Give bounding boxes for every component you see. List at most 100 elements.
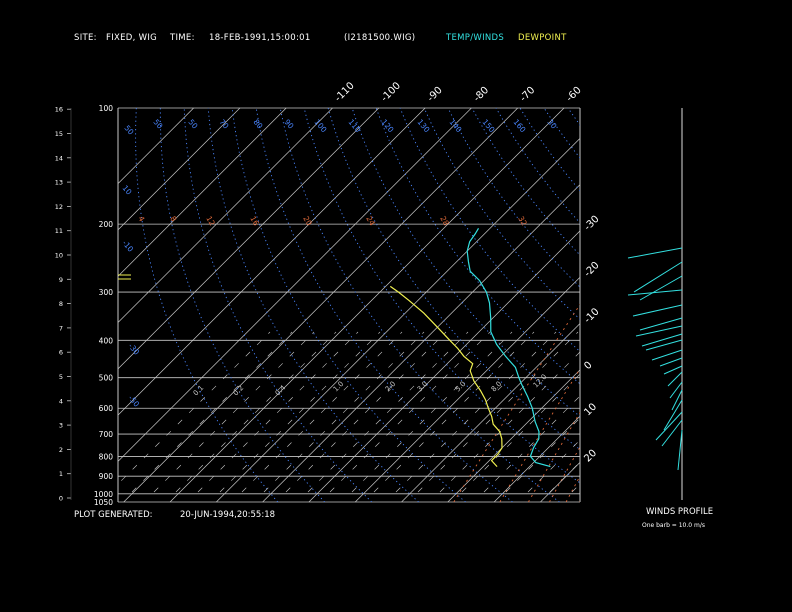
dry-adiabat-label: 50 bbox=[151, 118, 164, 131]
isotherm--130 bbox=[117, 107, 241, 231]
wet-adiabat-line bbox=[527, 439, 580, 493]
top-temp-label: -100 bbox=[379, 80, 403, 104]
dry-adiabat-label: 30 bbox=[545, 118, 558, 131]
mixing-ratio-lines bbox=[453, 224, 748, 502]
wet-adiabat-label: 1.0 bbox=[332, 380, 346, 394]
dry-adiabat-label: 160 bbox=[511, 118, 527, 135]
pressure-label-100: 100 bbox=[99, 104, 114, 113]
mixing-ratio-label: 12 bbox=[204, 215, 217, 228]
wind-barb bbox=[641, 333, 683, 347]
wind-barb bbox=[627, 247, 683, 259]
mixing-ratio-line bbox=[579, 500, 580, 502]
dry-adiabat bbox=[207, 108, 419, 502]
dry-adiabat-label: -10 bbox=[120, 239, 135, 254]
height-label-16: 16 bbox=[55, 106, 63, 114]
dry-adiabat bbox=[279, 108, 560, 502]
legend-temp: TEMP/WINDS bbox=[446, 33, 505, 43]
mixing-ratio-label: 32 bbox=[516, 215, 529, 228]
isotherm--70 bbox=[123, 107, 518, 503]
dry-adiabat bbox=[495, 108, 580, 224]
wet-adiabat-line bbox=[197, 331, 359, 493]
pressure-label-900: 900 bbox=[99, 472, 114, 481]
wet-adiabat-line bbox=[395, 331, 557, 493]
pressure-label-700: 700 bbox=[99, 430, 114, 439]
height-label-3: 3 bbox=[59, 422, 63, 430]
top-temp-label: -60 bbox=[564, 85, 583, 104]
right-temp-label: 20 bbox=[582, 448, 599, 465]
wind-barb bbox=[671, 389, 683, 411]
isotherm--60 bbox=[169, 107, 565, 503]
pressure-label-800: 800 bbox=[99, 452, 114, 461]
top-temp-label: -70 bbox=[518, 85, 537, 104]
height-label-10: 10 bbox=[55, 252, 63, 260]
mixing-ratio-label: 16 bbox=[248, 215, 261, 228]
barb-note: One barb = 10.0 m/s bbox=[642, 522, 705, 529]
dry-adiabat bbox=[159, 108, 326, 502]
mixing-ratio-line bbox=[528, 411, 580, 502]
isotherm--90 bbox=[117, 107, 426, 416]
wind-barb bbox=[633, 261, 683, 293]
dry-adiabat-label: -30 bbox=[126, 342, 141, 357]
dry-adiabat bbox=[231, 108, 466, 502]
dry-adiabat bbox=[351, 108, 580, 418]
wind-barb bbox=[663, 399, 683, 431]
dry-adiabat bbox=[543, 108, 580, 159]
isotherm--120 bbox=[117, 107, 287, 277]
grid-layer bbox=[117, 107, 581, 503]
top-temp-label: -110 bbox=[333, 80, 357, 104]
dry-adiabat bbox=[712, 108, 792, 502]
wet-adiabat-line bbox=[219, 331, 381, 493]
wind-barb bbox=[632, 304, 683, 317]
height-label-6: 6 bbox=[59, 349, 63, 357]
isotherm-10 bbox=[493, 415, 581, 503]
mixing-ratio-label: 4 bbox=[136, 215, 146, 224]
wind-barb bbox=[645, 339, 683, 351]
dry-adiabat bbox=[592, 108, 792, 502]
dry-adiabat-label: 80 bbox=[251, 118, 264, 131]
height-label-11: 11 bbox=[55, 227, 63, 235]
site-value: FIXED, WIG bbox=[106, 33, 158, 43]
mixing-ratio-label: 28 bbox=[438, 215, 451, 228]
mixing-ratio-line bbox=[453, 303, 580, 502]
isotherm-0 bbox=[447, 369, 581, 503]
top-temp-label: -80 bbox=[472, 85, 491, 104]
wind-barb bbox=[661, 419, 683, 447]
mixing-ratio-label: 24 bbox=[364, 215, 377, 228]
wind-barb bbox=[635, 325, 683, 337]
height-label-12: 12 bbox=[55, 203, 63, 211]
wind-barb bbox=[667, 371, 683, 387]
pressure-label-1000: 1000 bbox=[94, 490, 113, 499]
dry-adiabat bbox=[303, 108, 580, 484]
time-value: 18-FEB-1991,15:00:01 bbox=[209, 33, 311, 43]
wind-barb bbox=[639, 275, 683, 301]
wet-adiabat-line bbox=[175, 331, 337, 493]
dry-adiabat bbox=[135, 108, 279, 502]
dry-adiabat bbox=[640, 108, 792, 502]
wet-adiabat-label: 0.4 bbox=[274, 383, 288, 397]
dry-adiabat bbox=[423, 108, 580, 320]
dry-adiabats bbox=[135, 108, 792, 502]
dry-adiabat bbox=[327, 108, 580, 451]
dry-adiabat-label: 110 bbox=[346, 118, 362, 135]
winds-profile-title: WINDS PROFILE bbox=[646, 507, 714, 517]
right-temp-label: -30 bbox=[582, 214, 601, 233]
wet-adiabat-line bbox=[417, 331, 579, 493]
wet-adiabat-line bbox=[118, 331, 271, 485]
wet-adiabat-line bbox=[263, 331, 425, 493]
mixing-ratio-label: 20 bbox=[301, 215, 314, 228]
pressure-label-1050: 1050 bbox=[94, 498, 113, 507]
wet-adiabat-line bbox=[439, 351, 580, 493]
site-label: SITE: bbox=[74, 33, 97, 43]
wind-barb bbox=[627, 289, 683, 296]
legend-dew: DEWPOINT bbox=[518, 33, 567, 43]
wet-adiabat-line bbox=[594, 332, 754, 492]
wind-barb bbox=[663, 365, 683, 375]
right-temp-label: -20 bbox=[582, 260, 601, 279]
mixing-ratio-line bbox=[592, 224, 748, 502]
wind-barb bbox=[639, 317, 683, 331]
isotherm--80 bbox=[117, 107, 472, 462]
wet-adiabat-line bbox=[241, 331, 403, 493]
wet-adiabat-line bbox=[483, 395, 580, 493]
dry-adiabat bbox=[375, 108, 580, 385]
